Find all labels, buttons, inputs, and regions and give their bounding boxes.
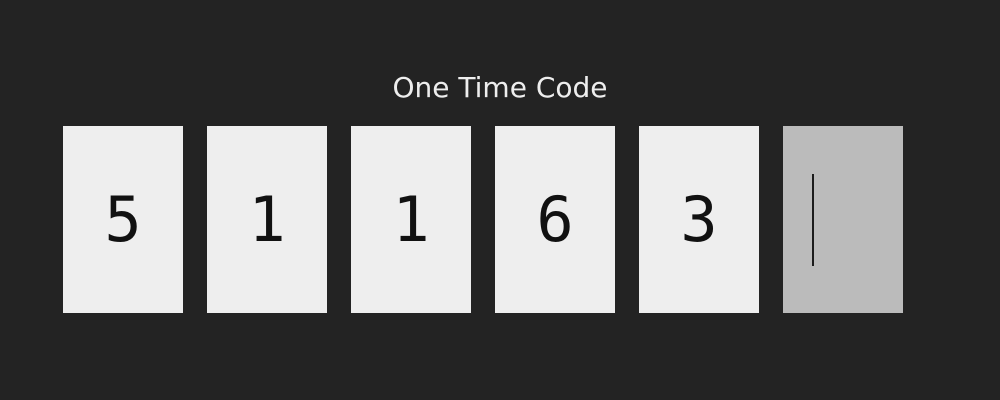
otp-digit-2[interactable] <box>207 126 327 313</box>
page-title: One Time Code <box>392 71 608 104</box>
otp-digit-5[interactable] <box>639 126 759 313</box>
otp-digit-4[interactable] <box>495 126 615 313</box>
otp-input-group <box>63 126 903 313</box>
otp-digit-1[interactable] <box>63 126 183 313</box>
otp-digit-3[interactable] <box>351 126 471 313</box>
otp-digit-6[interactable] <box>783 126 903 313</box>
text-caret <box>812 174 814 266</box>
